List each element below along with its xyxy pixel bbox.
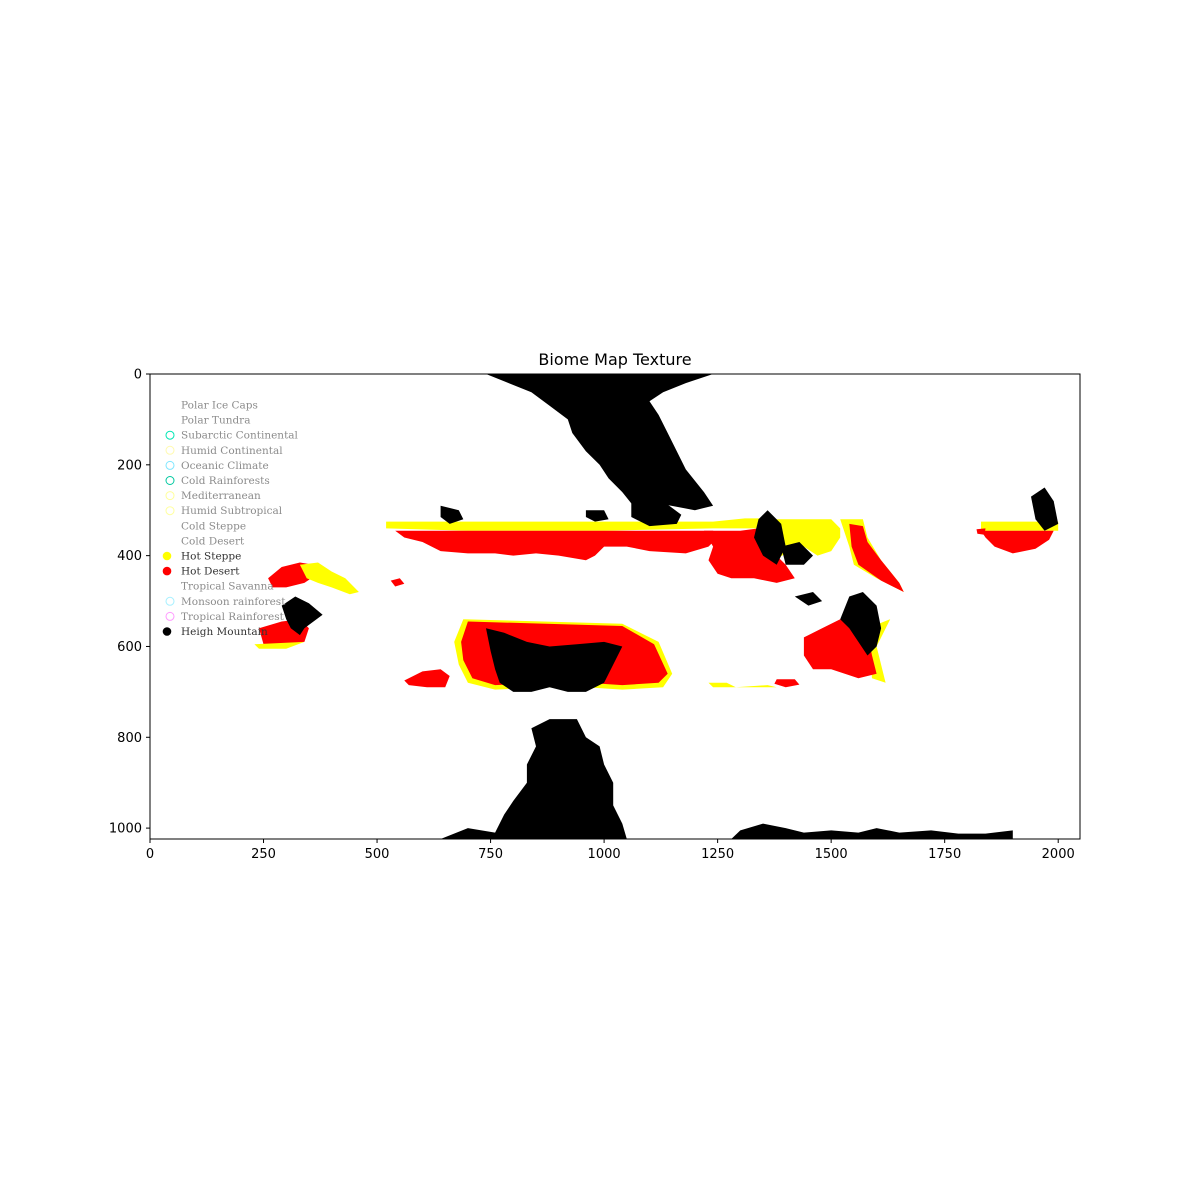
y-axis: 0 200 400 600 800 1000: [109, 368, 150, 837]
legend-marker-oceanic-climate: [165, 460, 175, 470]
legend-label-humid-subtropical: Humid Subtropical: [181, 505, 283, 517]
legend-label-tropical-rainforest: Tropical Rainforest: [181, 611, 285, 623]
legend-label-humid-continental: Humid Continental: [181, 445, 283, 457]
legend-marker-tropical-rainforest: [165, 611, 175, 621]
legend-marker-mediterranean: [165, 491, 175, 501]
biome-region-hot-desert-6: [395, 530, 718, 561]
biome-region-heigh-mountain-28: [440, 505, 464, 524]
legend-label-hot-steppe: Hot Steppe: [181, 551, 241, 563]
biome-region-hot-steppe-9: [981, 521, 1059, 531]
x-tick-label-1250: 1250: [701, 847, 734, 862]
y-tick-label-800: 800: [117, 731, 142, 746]
legend-label-heigh-mountain: Heigh Mountain: [181, 626, 268, 638]
legend-label-cold-rainforests: Cold Rainforests: [181, 475, 270, 487]
y-tick-label-600: 600: [117, 640, 142, 655]
biome-region-hot-steppe-3: [386, 518, 768, 531]
chart-title: Biome Map Texture: [538, 350, 691, 369]
biome-region-heigh-mountain-27: [631, 501, 682, 527]
biome-region-hot-desert-31: [774, 679, 800, 688]
biome-region-hot-desert-7: [704, 528, 795, 583]
biome-region-heigh-mountain-23: [840, 592, 882, 656]
x-tick-label-0: 0: [146, 847, 154, 862]
biome-region-hot-steppe-20: [708, 682, 777, 688]
biome-region-heigh-mountain-25: [754, 510, 786, 565]
x-tick-label-250: 250: [251, 847, 276, 862]
biome-region-heigh-mountain-30: [794, 592, 823, 606]
legend: Polar Ice Caps Polar Tundra Subarctic Cont…: [162, 400, 299, 638]
legend-marker-humid-continental: [165, 445, 175, 455]
biome-region-heigh-mountain-26: [781, 542, 813, 565]
legend-marker-hot-desert: [162, 566, 172, 576]
y-tick-label-0: 0: [134, 368, 142, 383]
biome-region-heigh-mountain-18: [486, 628, 623, 692]
legend-marker-monsoon-rainforest: [165, 596, 175, 606]
x-tick-label-1750: 1750: [928, 847, 961, 862]
biome-region-hot-desert-8: [849, 523, 904, 592]
y-tick-label-200: 200: [117, 458, 142, 473]
legend-label-polar-ice-caps: Polar Ice Caps: [181, 400, 258, 412]
biome-region-hot-desert-33: [976, 528, 986, 535]
y-tick-label-400: 400: [117, 549, 142, 564]
biome-region-hot-steppe-14: [254, 641, 305, 649]
x-tick-label-500: 500: [365, 847, 390, 862]
biome-region-heigh-mountain-24: [1031, 487, 1059, 531]
biome-region-hot-steppe-12: [299, 562, 359, 595]
biome-regions: [254, 374, 1059, 839]
biome-region-heigh-mountain-0: [486, 374, 714, 511]
legend-label-polar-tundra: Polar Tundra: [181, 415, 250, 427]
plot-frame: [149, 373, 1081, 840]
legend-marker-humid-subtropical: [165, 506, 175, 516]
legend-label-tropical-savanna: Tropical Savanna: [181, 581, 274, 593]
biome-region-heigh-mountain-15: [281, 596, 323, 636]
x-tick-label-1000: 1000: [588, 847, 621, 862]
biome-region-heigh-mountain-29: [585, 510, 609, 522]
x-axis: 0 250 500 750 1000 1250 1500 1750 2000: [146, 839, 1075, 862]
biome-region-hot-desert-10: [981, 530, 1054, 554]
legend-label-hot-desert: Hot Desert: [181, 566, 240, 578]
biome-region-hot-desert-32: [390, 578, 405, 587]
legend-label-mediterranean: Mediterranean: [181, 490, 261, 502]
biome-region-heigh-mountain-2: [731, 823, 1013, 839]
legend-label-oceanic-climate: Oceanic Climate: [181, 460, 269, 472]
legend-marker-heigh-mountain: [162, 627, 172, 636]
biome-region-hot-desert-19: [404, 669, 450, 688]
x-tick-label-2000: 2000: [1042, 847, 1075, 862]
legend-marker-hot-steppe: [162, 551, 172, 561]
legend-label-subarctic-continental: Subarctic Continental: [181, 430, 299, 442]
plot-area: Polar Ice Caps Polar Tundra Subarctic Cont…: [150, 374, 1080, 839]
legend-marker-subarctic-continental: [165, 430, 175, 440]
legend-label-cold-steppe: Cold Steppe: [181, 520, 246, 532]
x-tick-label-1500: 1500: [815, 847, 848, 862]
legend-label-cold-desert: Cold Desert: [181, 535, 245, 547]
biome-region-heigh-mountain-1: [440, 719, 627, 839]
x-tick-label-750: 750: [478, 847, 503, 862]
legend-label-monsoon-rainforest: Monsoon rainforest: [181, 596, 286, 608]
legend-marker-cold-rainforests: [165, 476, 175, 485]
y-tick-label-1000: 1000: [109, 822, 142, 837]
